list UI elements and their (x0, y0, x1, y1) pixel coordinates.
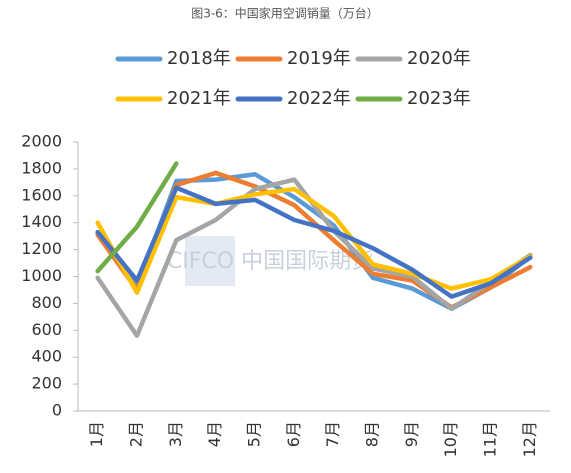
y-tick-label: 1600 (21, 185, 62, 204)
series-line (95, 172, 533, 312)
y-tick-label: 800 (31, 293, 62, 312)
x-tick-label: 1月 (87, 421, 106, 447)
y-tick-label: 0 (52, 401, 62, 420)
watermark: CIFCO 中国国际期货 (167, 249, 373, 274)
y-tick-label: 1000 (21, 266, 62, 285)
legend-label: 2023年 (407, 88, 471, 109)
legend-label: 2020年 (407, 48, 471, 69)
y-tick-label: 200 (31, 374, 62, 393)
y-tick-label: 1400 (21, 212, 62, 231)
x-tick-label: 12月 (520, 421, 539, 457)
x-tick-label: 3月 (166, 421, 185, 447)
series-line (95, 161, 179, 274)
x-tick-label: 2月 (127, 421, 146, 447)
x-tick-label: 5月 (245, 421, 264, 447)
x-tick-label: 10月 (441, 421, 460, 457)
y-tick-label: 1800 (21, 158, 62, 177)
x-tick-label: 7月 (323, 421, 342, 447)
legend-label: 2018年 (167, 48, 231, 69)
watermark-logo (185, 236, 235, 286)
x-tick-label: 9月 (402, 421, 421, 447)
x-tick-label: 11月 (481, 421, 500, 457)
y-tick-label: 400 (31, 347, 62, 366)
y-tick-label: 2000 (21, 132, 62, 151)
x-tick-label: 8月 (363, 421, 382, 447)
x-tick-label: 4月 (205, 421, 224, 447)
x-tick-label: 6月 (284, 421, 303, 447)
y-tick-label: 600 (31, 320, 62, 339)
series-line (95, 185, 533, 299)
series-line (95, 186, 533, 295)
y-tick-label: 1200 (21, 239, 62, 258)
chart-title: 图3-6：中国家用空调销量（万台） (191, 6, 379, 21)
legend-label: 2021年 (167, 88, 231, 109)
legend-label: 2022年 (287, 88, 351, 109)
legend-label: 2019年 (287, 48, 351, 69)
